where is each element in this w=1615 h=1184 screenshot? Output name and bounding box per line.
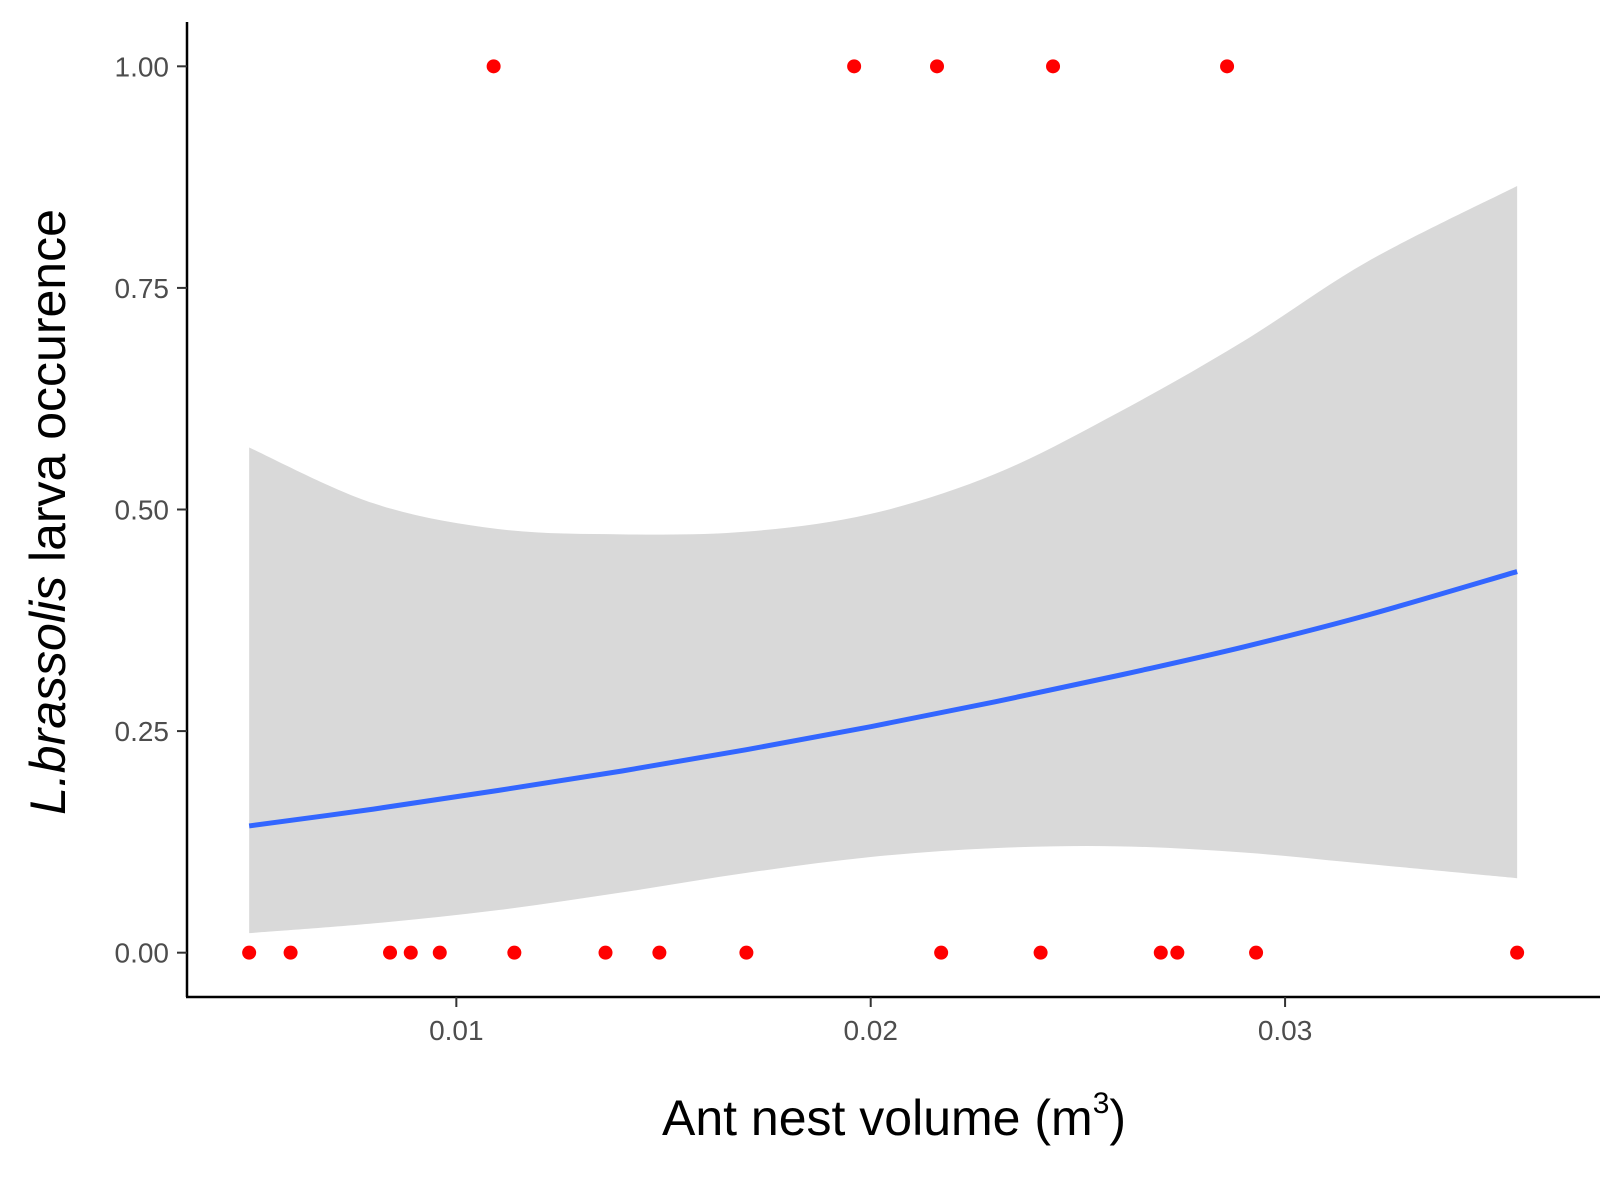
data-point	[1033, 945, 1048, 960]
confidence-band-layer	[249, 185, 1518, 934]
x-axis-title-superscript: 3	[1093, 1087, 1110, 1120]
y-ticks: 0.00 0.25 0.50 0.75 1.00	[115, 51, 187, 969]
y-tick-label: 0.25	[115, 716, 170, 747]
data-point	[934, 945, 949, 960]
data-point	[652, 945, 667, 960]
x-tick-label: 0.03	[1258, 1015, 1313, 1046]
data-point	[1170, 945, 1185, 960]
confidence-band	[249, 185, 1518, 934]
y-tick-label: 1.00	[115, 51, 170, 82]
data-point	[283, 945, 298, 960]
data-points-layer	[242, 59, 1525, 960]
data-point	[1510, 945, 1525, 960]
data-point	[432, 945, 447, 960]
x-axis-title: Ant nest volume (m3)	[662, 1087, 1126, 1146]
y-axis-title-italic: L.brassolis	[20, 576, 76, 815]
x-tick-label: 0.02	[843, 1015, 898, 1046]
y-axis-title-rest: larva occurence	[20, 209, 76, 576]
fit-line-layer	[248, 569, 1518, 829]
data-point	[1046, 59, 1061, 74]
data-point	[403, 945, 418, 960]
x-ticks: 0.01 0.02 0.03	[429, 997, 1312, 1046]
data-point	[1153, 945, 1168, 960]
data-point	[1220, 59, 1235, 74]
y-tick-label: 0.75	[115, 273, 170, 304]
data-point	[930, 59, 945, 74]
data-point	[739, 945, 754, 960]
data-point	[598, 945, 613, 960]
data-point	[507, 945, 522, 960]
x-axis-title-close: )	[1109, 1090, 1126, 1146]
y-axis-title: L.brassolis larva occurence	[20, 209, 76, 815]
data-point	[847, 59, 862, 74]
data-point	[242, 945, 257, 960]
fit-line	[248, 569, 1518, 829]
y-tick-label: 0.50	[115, 495, 170, 526]
data-point	[486, 59, 501, 74]
x-axis-title-main: Ant nest volume (m	[662, 1090, 1093, 1146]
x-tick-label: 0.01	[429, 1015, 484, 1046]
data-point	[1249, 945, 1264, 960]
data-point	[383, 945, 398, 960]
y-tick-label: 0.00	[115, 938, 170, 969]
